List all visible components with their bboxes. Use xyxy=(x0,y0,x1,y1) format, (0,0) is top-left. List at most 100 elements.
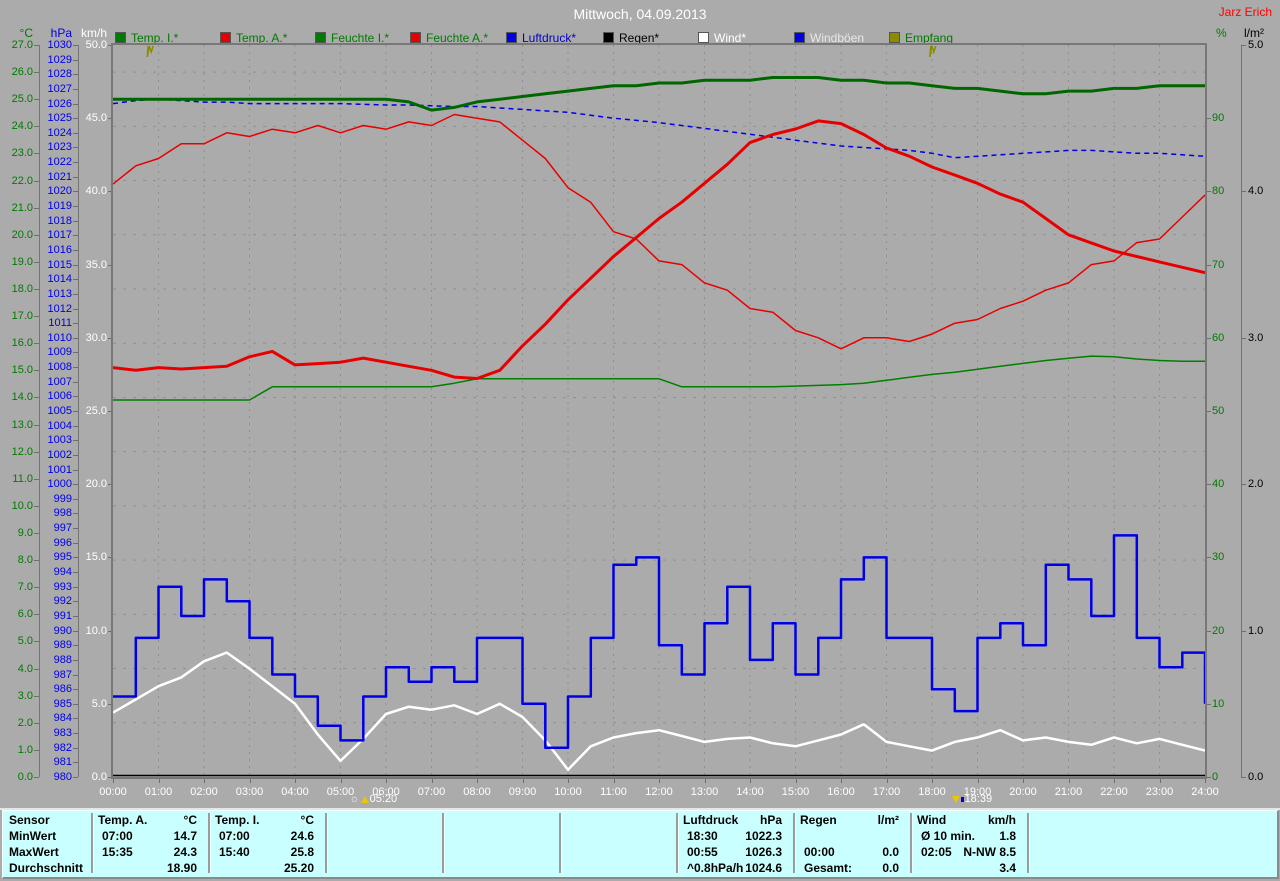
legend-item-windben[interactable]: Windböen xyxy=(794,31,864,45)
axis-tick-hpa xyxy=(73,279,78,281)
axis-tick-celsius xyxy=(34,424,39,426)
axis-tick-hpa xyxy=(73,88,78,90)
station-name-label: Jarz Erich xyxy=(1218,5,1272,19)
legend-item-regen[interactable]: Regen* xyxy=(603,31,659,45)
axis-tick-label-celsius: 21.0 xyxy=(11,201,33,214)
axis-tick-label-celsius: 25.0 xyxy=(11,93,33,106)
axis-tick-label-hpa: 988 xyxy=(53,653,72,666)
axis-tick-label-celsius: 19.0 xyxy=(11,255,33,268)
x-axis-label: 18:00 xyxy=(918,786,946,798)
x-axis-label: 21:00 xyxy=(1054,786,1083,798)
legend-swatch-icon xyxy=(603,32,614,43)
axis-tick-kmh xyxy=(108,191,113,193)
axis-tick-celsius xyxy=(34,99,39,101)
axis-tick-celsius xyxy=(34,72,39,74)
x-axis-label: 00:00 xyxy=(99,786,127,798)
axis-tick-kmh xyxy=(108,557,113,559)
table-column-separator xyxy=(91,813,94,873)
axis-tick-hpa xyxy=(73,425,78,427)
x-axis-label: 16:00 xyxy=(827,786,855,798)
legend-item-feuchtea[interactable]: Feuchte A.* xyxy=(410,31,488,45)
x-axis-tick xyxy=(340,779,342,783)
table-row-header: MinWert xyxy=(9,829,57,843)
summary-table: Sensor MinWert MaxWert Durchschnitt Temp. A.… xyxy=(2,810,1279,879)
chart-plot-area[interactable] xyxy=(113,45,1205,777)
axis-tick-celsius xyxy=(34,234,39,236)
axis-tick-celsius xyxy=(34,668,39,670)
axis-tick-label-celsius: 26.0 xyxy=(11,66,33,79)
axis-tick-label-hpa: 1010 xyxy=(47,331,72,344)
x-axis-tick xyxy=(750,779,751,783)
table-section-title: Wind xyxy=(917,813,947,827)
axis-tick-hpa xyxy=(73,191,78,193)
axis-tick-label-hpa: 1023 xyxy=(47,141,72,154)
x-axis-label: 01:00 xyxy=(144,786,173,798)
axis-tick-hpa xyxy=(73,220,78,222)
axis-tick-label-hpa: 989 xyxy=(53,639,72,652)
table-cell-time: Gesamt: xyxy=(804,861,853,875)
x-axis-label: 24:00 xyxy=(1191,786,1219,798)
axis-tick-label-celsius: 1.0 xyxy=(17,743,33,756)
x-axis-label: 12:00 xyxy=(645,786,673,798)
legend-item-wind[interactable]: Wind* xyxy=(698,31,746,45)
x-axis-tick xyxy=(204,779,205,783)
legend-item-luftdruck[interactable]: Luftdruck* xyxy=(506,31,576,45)
axis-tick-hpa xyxy=(73,528,78,530)
x-axis-tick xyxy=(249,779,251,783)
axis-tick-label-celsius: 13.0 xyxy=(11,418,33,431)
legend-label: Feuchte A.* xyxy=(426,31,489,45)
axis-tick-celsius xyxy=(34,505,39,507)
axis-tick-label-hpa: 1011 xyxy=(48,317,72,330)
table-section-title: Luftdruck xyxy=(683,813,739,827)
axis-tick-hpa xyxy=(73,747,78,749)
series-luftdruck-line xyxy=(113,98,1205,159)
axis-tick-label-hpa: 1002 xyxy=(47,448,72,461)
axis-tick-percent xyxy=(1206,777,1211,778)
axis-tick-label-lm2: 2.0 xyxy=(1248,478,1264,491)
axis-tick-label-percent: 0 xyxy=(1212,771,1219,783)
axis-tick-hpa xyxy=(73,264,78,266)
axis-tick-percent xyxy=(1206,484,1211,486)
axis-tick-label-hpa: 1020 xyxy=(47,185,72,198)
axis-tick-celsius xyxy=(34,641,39,643)
table-column-separator xyxy=(442,813,445,873)
legend-label: Luftdruck* xyxy=(522,31,577,45)
axis-tick-kmh xyxy=(108,630,113,632)
axis-tick-hpa xyxy=(73,440,78,442)
axis-tick-label-celsius: 6.0 xyxy=(17,608,33,621)
axis-tick-label-lm2: 0.0 xyxy=(1248,771,1264,783)
table-cell-value: 25.8 xyxy=(290,845,314,859)
axis-tick-label-kmh: 45.0 xyxy=(85,112,107,125)
axis-tick-label-celsius: 11.0 xyxy=(12,472,33,485)
axis-unit-kmh: km/h xyxy=(80,26,107,40)
table-section-unit: km/h xyxy=(987,813,1016,827)
axis-tick-percent xyxy=(1206,557,1211,559)
table-row-header: MaxWert xyxy=(9,845,59,859)
axis-tick-label-celsius: 9.0 xyxy=(17,527,33,539)
axis-tick-label-hpa: 980 xyxy=(53,771,72,783)
table-section-title: Regen xyxy=(800,813,837,827)
axis-tick-hpa xyxy=(73,469,78,471)
axis-tick-label-hpa: 999 xyxy=(53,492,72,505)
table-cell-value: N-NW 8.5 xyxy=(963,845,1016,859)
legend-item-empfang[interactable]: Empfang xyxy=(889,31,953,45)
axis-tick-label-hpa: 987 xyxy=(53,668,72,681)
series-empfang-mark xyxy=(929,45,937,58)
axis-tick-label-percent: 60 xyxy=(1212,331,1225,344)
axis-tick-lm2 xyxy=(1241,777,1246,778)
axis-tick-label-celsius: 3.0 xyxy=(17,689,33,702)
table-cell-time: 07:00 xyxy=(102,829,133,843)
axis-tick-label-celsius: 22.0 xyxy=(11,174,33,187)
axis-tick-label-celsius: 16.0 xyxy=(11,337,33,350)
sunset-marker: 18:39 xyxy=(951,793,992,805)
legend-item-tempi[interactable]: Temp. I.* xyxy=(115,31,178,45)
axis-tick-label-celsius: 8.0 xyxy=(17,554,33,567)
axis-tick-celsius xyxy=(34,45,39,46)
axis-tick-label-kmh: 30.0 xyxy=(85,331,107,344)
table-cell-time: Ø 10 min. xyxy=(921,829,976,843)
legend-item-tempa[interactable]: Temp. A.* xyxy=(220,31,287,45)
x-axis-label: 14:00 xyxy=(736,786,764,798)
axis-tick-kmh xyxy=(108,777,113,778)
legend-swatch-icon xyxy=(698,32,709,43)
legend-item-feuchtei[interactable]: Feuchte I.* xyxy=(315,31,389,45)
